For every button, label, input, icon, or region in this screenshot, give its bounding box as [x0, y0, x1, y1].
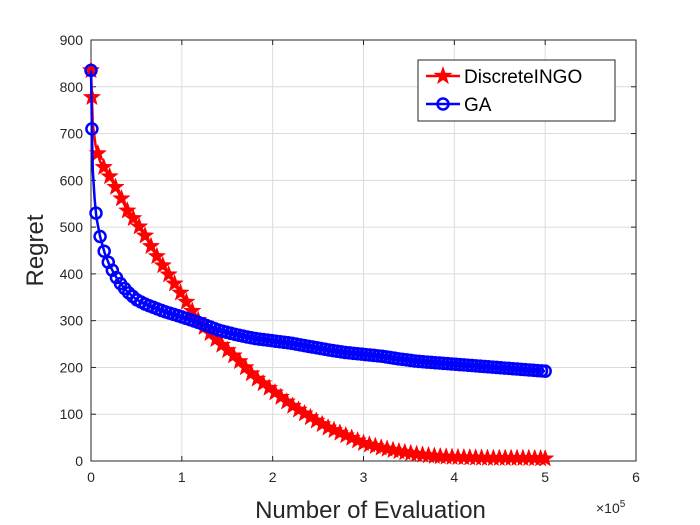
data-point — [147, 246, 167, 265]
y-tick-label: 400 — [60, 266, 84, 282]
data-point — [123, 208, 143, 227]
data-point — [159, 264, 178, 283]
series-layer — [81, 60, 555, 467]
data-point — [171, 283, 190, 301]
legend-label: GA — [464, 95, 492, 116]
data-point — [165, 273, 184, 292]
data-point — [97, 244, 111, 258]
series-ga — [84, 63, 552, 378]
x-tick-label: 3 — [360, 469, 368, 485]
x-axis-exponent: ×105 — [596, 499, 626, 516]
data-point — [153, 255, 173, 274]
x-axis-exponent-base: ×10 — [596, 500, 620, 516]
data-point — [118, 201, 137, 219]
y-tick-label: 800 — [60, 79, 84, 95]
x-tick-label: 6 — [632, 469, 640, 485]
x-tick-label: 0 — [87, 469, 95, 485]
y-tick-label: 100 — [60, 406, 84, 422]
series-discreteingo — [81, 60, 555, 467]
legend-item-ga: GA — [426, 95, 492, 116]
ticks: 0 1 2 3 4 5 6 0 100 200 300 400 500 600 700 800 900 — [60, 32, 640, 485]
x-tick-label: 4 — [450, 469, 458, 485]
data-point — [129, 216, 149, 235]
data-point — [93, 229, 107, 244]
y-tick-label: 500 — [60, 219, 84, 235]
x-axis-label: Number of Evaluation — [255, 497, 486, 524]
legend-item-discreteingo: DiscreteINGO — [426, 66, 582, 88]
data-point — [89, 206, 103, 220]
data-point — [106, 177, 125, 195]
legend-label: DiscreteINGO — [464, 67, 582, 88]
circle-icon — [436, 97, 450, 111]
data-point — [94, 157, 113, 176]
x-tick-label: 2 — [269, 469, 277, 485]
data-point — [85, 122, 99, 136]
y-tick-label: 300 — [60, 313, 84, 329]
data-point — [141, 236, 161, 255]
data-point — [84, 63, 98, 78]
y-tick-label: 700 — [60, 126, 84, 142]
x-axis-exponent-power: 5 — [620, 499, 626, 510]
x-tick-label: 5 — [541, 469, 549, 485]
legend-box — [417, 59, 616, 122]
y-tick-label: 900 — [60, 32, 84, 48]
star-icon — [433, 66, 453, 85]
y-tick-label: 200 — [60, 359, 84, 375]
legend: DiscreteINGO GA — [417, 59, 616, 122]
y-axis-label: Regret — [22, 214, 49, 286]
data-point — [538, 364, 552, 378]
data-point — [135, 226, 155, 244]
data-point — [100, 166, 119, 185]
y-tick-label: 600 — [60, 172, 84, 188]
data-point — [535, 448, 555, 467]
y-tick-label: 0 — [75, 453, 83, 469]
data-point — [177, 292, 196, 310]
x-tick-label: 1 — [178, 469, 186, 485]
data-point — [112, 188, 131, 207]
